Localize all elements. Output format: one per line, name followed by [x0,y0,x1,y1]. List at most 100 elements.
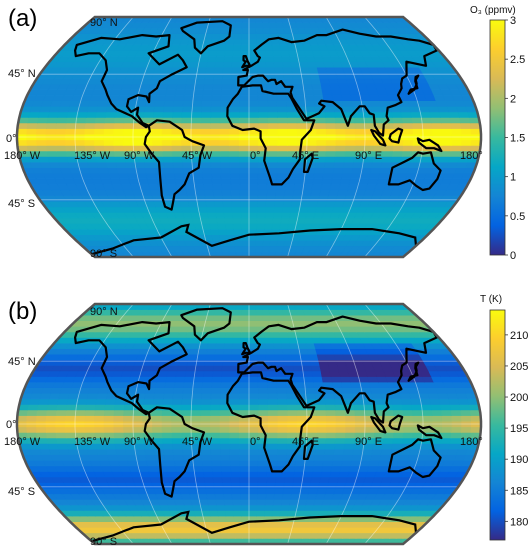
map-a-cell [343,156,355,163]
map-b-cell [280,504,290,511]
map-b-cell [310,476,322,483]
map-a-cell [202,89,213,96]
map-a-cell [389,17,404,23]
map-b-cell [57,398,69,405]
map-b-cell [311,471,323,478]
map-a-cell [185,189,197,196]
map-a-cell [182,161,193,168]
map-a-cell [239,195,250,202]
map-a-cell [220,173,231,180]
map-b-cell [213,309,223,316]
map-b-cell [241,527,250,534]
map-a-cell [174,89,186,96]
map-a-coastline [416,137,443,153]
map-a-cell [314,167,325,174]
map-a-cell [113,117,125,124]
map-b-cell [264,499,275,506]
map-a-cell [211,89,222,96]
map-a-cell [450,122,462,129]
map-a-cell [248,111,259,118]
map-b-cell [36,426,47,433]
map-a-cell [274,200,285,208]
map-b-cell [239,465,250,472]
map-b-cell [231,493,242,500]
map-a-cell [248,178,259,185]
map-b-cell [303,465,315,472]
map-a-cell [248,89,259,96]
map-a-lat-labels: 90° N 45° N 0° 45° S 90° S [6,17,118,260]
map-b-cell [294,381,306,388]
map-a-cell [162,150,173,157]
map-a-cell [265,61,275,68]
map-b-cell [402,409,414,416]
map-b-cell [270,521,280,528]
map-a-cell [95,111,107,118]
map-a-cell [354,139,366,146]
map-b-cell [27,404,39,411]
map-b-cell [294,465,305,472]
map-a-cell [229,167,241,174]
map-a-cell [47,111,60,118]
map-a-cell [401,150,413,157]
map-b-cell [239,437,250,444]
map-b-cell [248,404,259,411]
map-b-cell [36,409,48,416]
map-a-cell [203,83,214,90]
map-b-cell [77,393,89,400]
map-a-cell [181,17,192,23]
map-a-cell [221,189,232,196]
lat-45n-label: 45° N [8,68,36,80]
map-a-cell [382,150,394,157]
map-b-cell [213,359,224,366]
map-b-cell [430,404,442,411]
map-b-cell [219,415,230,422]
map-b-cell [359,381,371,388]
map-b-cell [224,504,234,511]
map-a-lon-labels: 180° W 135° W 90° W 45° W 0° 45° E 90° E… [4,150,483,162]
map-b-cell [287,415,298,422]
map-b-cell [441,426,453,433]
map-b-cell [185,365,197,372]
map-a-cell [331,173,343,180]
map-a-cell [256,223,266,230]
map-a-cell [224,223,234,230]
map-a-cell [241,240,250,247]
map-a-cell [304,100,316,107]
map-b-cell [257,465,268,472]
map-b-cell [302,370,314,377]
map-b-cell [209,415,221,422]
map-b-cell [304,460,315,467]
map-a-cell [148,17,160,23]
map-b-cell [248,398,259,405]
map-b-cell [234,314,243,322]
map-a-cell [248,17,257,23]
map-b-cell [238,426,250,433]
map-b-cell [216,504,226,511]
map-a-cell [45,139,57,146]
map-b-cell [300,359,312,366]
map-a-cell [263,234,272,241]
map-a-cell [47,156,60,163]
map-a-cell [431,122,443,129]
map-b-cell [123,409,134,416]
map-b-cell [298,348,309,355]
lat-0-label: 0° [6,133,17,145]
map-a-cell [342,106,354,113]
map-b-cell [422,415,433,422]
map-b-cell [172,448,184,455]
map-a-cell [114,17,128,23]
map-a-cell [342,100,354,107]
map-b-cell [267,448,278,455]
map-a-cell [280,17,290,23]
map-b-cell [248,487,259,495]
map-b-cell [210,387,222,394]
map-b-cell [277,437,288,444]
map-b-cell [217,510,227,517]
map-b-cell [220,454,231,461]
map-b-cell [220,465,232,472]
map-b-cell [229,432,240,439]
lon-45w-label: 45° W [182,436,213,448]
map-b-cell [342,393,354,400]
map-a-cell [319,78,331,85]
map-b-cell [304,381,315,388]
